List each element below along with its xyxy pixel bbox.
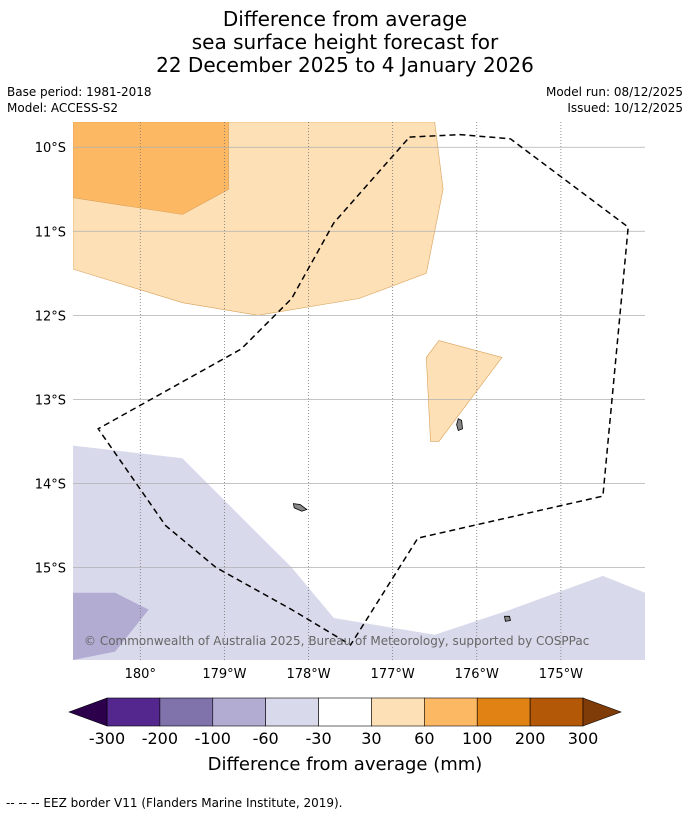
colorbar: -300 -200 -100 -60 -30 30 60 100 200 300 xyxy=(68,697,622,748)
x-tick-label: 179°W xyxy=(202,667,246,682)
colorbar-bin xyxy=(529,697,584,727)
title-line-1: Difference from average xyxy=(222,7,468,31)
y-tick-label: 12°S xyxy=(35,309,66,324)
anomaly-minus60-minus100-southwest xyxy=(73,592,149,660)
island-west xyxy=(292,503,308,512)
colorbar-bin xyxy=(424,697,478,727)
colorbar-tick-label: -30 xyxy=(305,729,331,748)
y-tick-label: 11°S xyxy=(35,225,66,240)
colorbar-tick-label: -200 xyxy=(142,729,178,748)
colorbar-bin xyxy=(212,697,266,727)
chart-title: Difference from average sea surface heig… xyxy=(0,8,690,77)
x-tick-label: 180° xyxy=(125,667,156,682)
island-southeast xyxy=(504,615,511,622)
colorbar-bin xyxy=(106,697,161,727)
x-tick-label: 175°W xyxy=(539,667,583,682)
colorbar-label: Difference from average (mm) xyxy=(208,754,483,775)
anomaly-60-100-north xyxy=(73,122,229,215)
copyright-text: © Commonwealth of Australia 2025, Bureau… xyxy=(84,634,589,648)
y-tick-label: 14°S xyxy=(35,477,66,492)
colorbar-bin xyxy=(318,697,372,727)
model-name: Model: ACCESS-S2 xyxy=(7,101,119,115)
y-tick-label: 15°S xyxy=(35,562,66,577)
colorbar-tick-label: 30 xyxy=(361,729,381,748)
colorbar-extend-low xyxy=(68,697,108,727)
colorbar-tick-label: -300 xyxy=(89,729,125,748)
meta-left: Base period: 1981-2018 Model: ACCESS-S2 xyxy=(7,84,152,116)
anomaly-30-60-central xyxy=(425,340,503,442)
y-tick-label: 10°S xyxy=(35,141,66,156)
anomaly-minus30-minus60-southwest xyxy=(73,445,645,660)
eez-footnote: -- -- -- EEZ border V11 (Flanders Marine… xyxy=(6,796,343,810)
colorbar-bin xyxy=(265,697,319,727)
map-axes: 180° 179°W 178°W 177°W 176°W 175°W 10°S 11°S 12°… xyxy=(35,141,583,682)
model-run: Model run: 08/12/2025 xyxy=(545,85,683,99)
x-tick-label: 177°W xyxy=(371,667,415,682)
eez-border-line xyxy=(97,133,629,646)
colorbar-tick-label: -100 xyxy=(195,729,231,748)
island-central xyxy=(456,418,463,432)
colorbar-bin xyxy=(476,697,531,727)
colorbar-extend-high xyxy=(582,697,622,727)
base-period: Base period: 1981-2018 xyxy=(7,85,152,99)
title-line-3: 22 December 2025 to 4 January 2026 xyxy=(156,53,534,77)
x-tick-label: 176°W xyxy=(455,667,499,682)
colorbar-tick-label: 60 xyxy=(414,729,434,748)
colorbar-tick-label: 200 xyxy=(515,729,546,748)
colorbar-bin xyxy=(371,697,425,727)
y-tick-label: 13°S xyxy=(35,393,66,408)
colorbar-tick-label: -60 xyxy=(253,729,279,748)
colorbar-tick-label: 100 xyxy=(462,729,493,748)
title-line-2: sea surface height forecast for xyxy=(191,30,499,54)
issued-date: Issued: 10/12/2025 xyxy=(567,101,683,115)
x-tick-label: 178°W xyxy=(286,667,330,682)
map-plot-area xyxy=(73,122,645,660)
meta-right: Model run: 08/12/2025 Issued: 10/12/2025 xyxy=(546,84,683,116)
colorbar-bin xyxy=(159,697,214,727)
colorbar-tick-label: 300 xyxy=(568,729,599,748)
